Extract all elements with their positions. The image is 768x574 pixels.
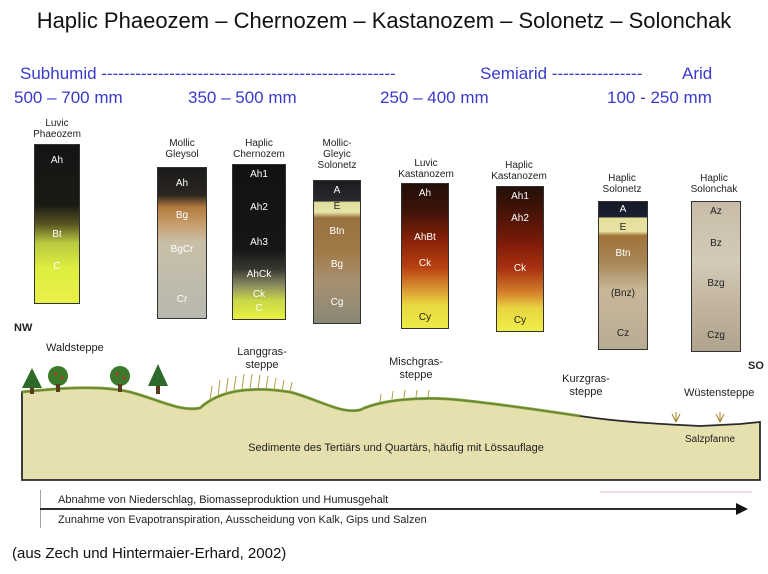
profile-column-mollic-gleyic-solonetz: A E Btn Bg Cg [313, 180, 361, 324]
precip-1: 500 – 700 mm [14, 88, 123, 107]
climate-arid: Arid [682, 64, 713, 83]
horizon-label: Ah [418, 188, 432, 199]
horizon-label: A [333, 185, 341, 196]
grass-strip [21, 386, 581, 418]
grass-tufts [209, 373, 430, 403]
profile-label-haplic-solonetz: Haplic Solonetz [602, 173, 642, 195]
sediment-label: Sedimente des Tertiärs und Quartärs, häu… [248, 442, 544, 454]
zone-waldsteppe: Waldsteppe [46, 342, 104, 354]
landscape-cross-section [21, 364, 761, 481]
profile-label-luvic-phaeozem: Luvic Phaeozem [33, 118, 81, 140]
horizon-label: Ah [50, 155, 64, 166]
precip-3: 250 – 400 mm [380, 88, 489, 107]
horizon-label: (Bnz) [611, 288, 635, 299]
horizon-label: Ah2 [511, 213, 529, 224]
horizon-label: Ah1 [250, 169, 268, 180]
precip-2: 350 – 500 mm [188, 88, 297, 107]
horizon-label: Cy [418, 312, 432, 323]
profile-label-haplic-kastanozem: Haplic Kastanozem [491, 160, 547, 182]
page-title: Haplic Phaeozem – Chernozem – Kastanozem… [36, 8, 732, 33]
precip-4: 100 - 250 mm [607, 88, 712, 107]
horizon-label: A [619, 204, 627, 215]
horizon-label: Ck [252, 289, 266, 300]
zone-kurzgrassteppe: Kurzgras- steppe [562, 373, 610, 398]
horizon-label: BgCr [170, 244, 194, 255]
shrub-icons [671, 412, 725, 423]
horizon-label: Btn [615, 248, 631, 259]
horizon-label: Cg [330, 297, 344, 308]
horizon-label: C [53, 261, 61, 272]
source-credit: (aus Zech und Hintermaier-Erhard, 2002) [12, 545, 287, 562]
climate-semiarid: Semiarid ---------------- [480, 64, 643, 83]
horizon-label: C [255, 303, 263, 314]
profile-column-haplic-solonetz: A E Btn (Bnz) Cz [598, 201, 648, 350]
horizon-label: AhCk [246, 269, 272, 280]
horizon-label: Czg [707, 330, 725, 341]
horizon-label: Ck [513, 263, 527, 274]
horizon-label: Az [710, 206, 722, 217]
horizon-label: Bg [330, 259, 344, 270]
horizon-label: Cr [176, 294, 188, 305]
profile-column-haplic-chernozem: Ah1 Ah2 Ah3 AhCk Ck C [232, 164, 286, 320]
arrow-text-decrease: Abnahme von Niederschlag, Biomasseproduk… [58, 494, 389, 506]
gradient-arrow [40, 490, 752, 528]
zone-langgrassteppe: Langgras- steppe [237, 346, 287, 371]
direction-nw: NW [14, 322, 33, 334]
profile-column-haplic-solonchak: Az Bz Bzg Czg [691, 201, 741, 352]
horizon-label: Cz [616, 328, 630, 339]
horizon-label: Ck [418, 258, 432, 269]
profile-label-mollic-gleyic-solonetz: Mollic- Gleyic Solonetz [317, 138, 357, 171]
horizon-label: Ah2 [250, 202, 268, 213]
horizon-label: Bz [710, 238, 722, 249]
profile-column-haplic-kastanozem: Ah1 Ah2 Ck Cy [496, 186, 544, 332]
profile-label-luvic-kastanozem: Luvic Kastanozem [398, 158, 454, 180]
zone-wuestensteppe: Wüstensteppe [684, 387, 755, 399]
profile-column-luvic-phaeozem: Ah Bt C [34, 144, 80, 304]
zone-mischgrassteppe: Mischgras- steppe [389, 356, 443, 381]
horizon-label: Bzg [707, 278, 725, 289]
horizon-label: E [619, 222, 627, 233]
horizon-label: AhBt [414, 232, 436, 243]
climate-subhumid: Subhumid -------------------------------… [20, 64, 396, 83]
profile-label-haplic-chernozem: Haplic Chernozem [233, 138, 285, 160]
horizon-label: Ah [175, 178, 189, 189]
profile-label-mollic-gleysol: Mollic Gleysol [165, 138, 199, 160]
horizon-label: Ah1 [511, 191, 529, 202]
horizon-label: Ah3 [250, 237, 268, 248]
tree-icons [22, 364, 168, 394]
horizon-label: Cy [513, 315, 527, 326]
profile-column-mollic-gleysol: Ah Bg BgCr Cr [157, 167, 207, 319]
horizon-label: Btn [329, 226, 345, 237]
arrow-text-increase: Zunahme von Evapotranspiration, Ausschei… [58, 514, 427, 526]
horizon-label: Bg [175, 210, 189, 221]
direction-so: SO [748, 360, 764, 372]
profile-column-luvic-kastanozem: Ah AhBt Ck Cy [401, 183, 449, 329]
horizon-label: Bt [52, 229, 62, 240]
horizon-label: E [333, 201, 341, 212]
salzpfanne-label: Salzpfanne [685, 434, 736, 445]
profile-label-haplic-solonchak: Haplic Solonchak [690, 173, 738, 195]
